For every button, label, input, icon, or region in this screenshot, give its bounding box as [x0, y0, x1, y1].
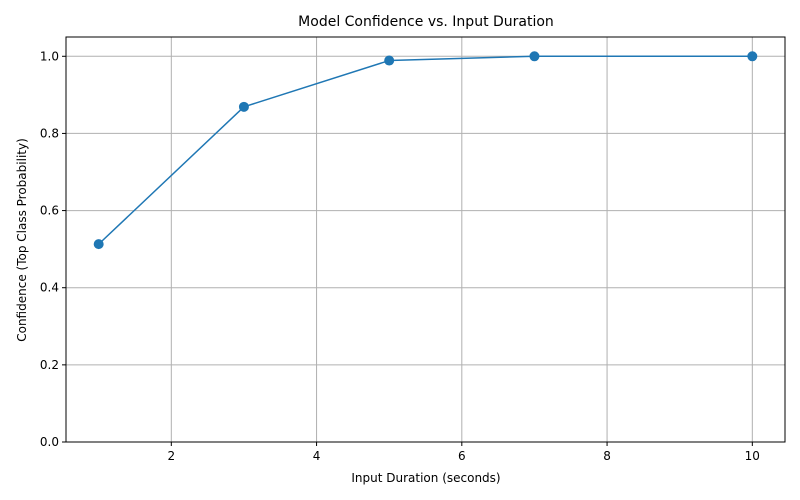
y-tick-label: 1.0 [40, 49, 59, 63]
x-tick-label: 6 [458, 449, 466, 463]
y-tick-label: 0.2 [40, 358, 59, 372]
series [93, 51, 758, 250]
x-tick-label: 10 [745, 449, 760, 463]
data-point [238, 101, 249, 112]
x-tick-label: 8 [603, 449, 611, 463]
y-axis-title: Confidence (Top Class Probability) [15, 138, 29, 342]
x-tick-label: 4 [313, 449, 321, 463]
x-axis-title: Input Duration (seconds) [351, 471, 500, 485]
x-axis-ticks: 2 4 6 8 10 [167, 442, 760, 463]
y-tick-label: 0.8 [40, 126, 59, 140]
data-point [529, 51, 540, 62]
data-point [384, 55, 395, 66]
data-point [747, 51, 758, 62]
y-tick-label: 0.4 [40, 281, 59, 295]
y-tick-label: 0.6 [40, 204, 59, 218]
data-point [93, 239, 104, 250]
y-tick-label: 0.0 [40, 435, 59, 449]
y-axis-ticks: 0.0 0.2 0.4 0.6 0.8 1.0 [40, 49, 66, 449]
chart-title: Model Confidence vs. Input Duration [298, 14, 554, 30]
x-tick-label: 2 [167, 449, 175, 463]
plot-frame [65, 36, 786, 443]
